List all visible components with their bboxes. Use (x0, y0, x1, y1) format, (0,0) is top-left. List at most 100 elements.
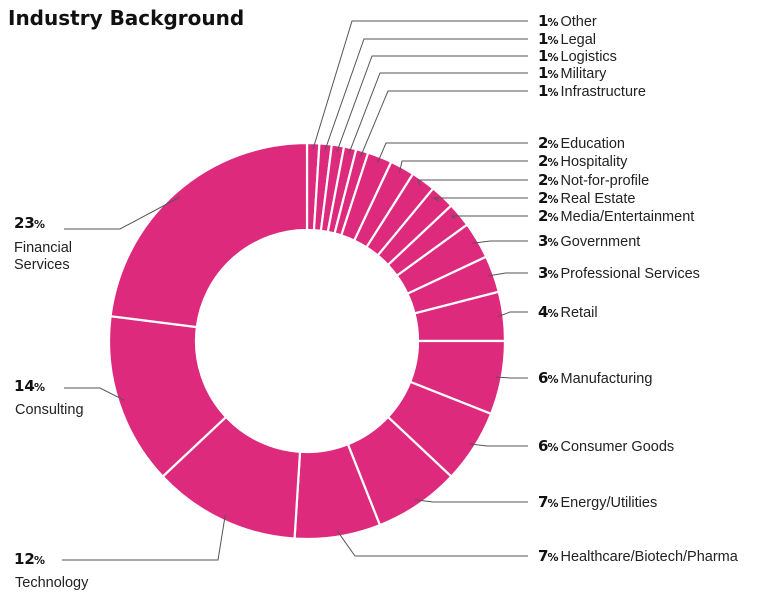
slice-label: Not-for-profile (561, 173, 650, 189)
label-energy-utilities: 7% Energy/Utilities (538, 493, 657, 511)
slice-value: 1 (538, 12, 548, 30)
slice-label: Healthcare/Biotech/Pharma (561, 549, 739, 565)
slice-value: 1 (538, 30, 548, 48)
slice-label: Energy/Utilities (561, 495, 658, 511)
slice-value: 12 (14, 550, 35, 568)
slice-value: 6 (538, 437, 548, 455)
label-media-entertainment: 2% Media/Entertainment (538, 207, 694, 225)
label-professional-services: 3% Professional Services (538, 264, 700, 282)
label-healthcare-biotech-pharma: 7% Healthcare/Biotech/Pharma (538, 547, 739, 565)
slice-label: Media/Entertainment (561, 209, 695, 225)
slice-value: 14 (14, 377, 35, 395)
slice-label: Real Estate (561, 191, 636, 207)
label-consumer-goods: 6% Consumer Goods (538, 437, 674, 455)
percent-sign: % (548, 68, 559, 81)
slice-financial-services (109, 141, 309, 329)
slice-label: Financial Services (14, 240, 72, 273)
label-government: 3% Government (538, 232, 640, 250)
label-real-estate: 2% Real Estate (538, 189, 635, 207)
leader-financial-services (64, 196, 181, 230)
leader-manufacturing (495, 376, 528, 379)
slice-label: Technology (15, 575, 89, 591)
slice-label: Retail (561, 305, 598, 321)
leader-technology (62, 514, 226, 561)
slice-value: 4 (538, 303, 548, 321)
slice-label: Hospitality (561, 154, 629, 170)
percent-sign: % (548, 51, 559, 64)
percent-sign: % (548, 16, 559, 29)
percent-sign: % (548, 138, 559, 151)
donut-slices (107, 141, 507, 541)
label-consulting: 14 % Consulting (14, 377, 84, 418)
slice-value: 2 (538, 152, 548, 170)
percent-sign: % (548, 551, 559, 564)
label-education: 2% Education (538, 134, 625, 152)
label-technology: 12 % Technology (14, 550, 89, 591)
leader-professional-services (487, 272, 528, 277)
label-hospitality: 2% Hospitality (538, 152, 628, 170)
leader-real-estate (432, 197, 528, 202)
leader-military (348, 72, 528, 154)
label-manufacturing: 6% Manufacturing (538, 369, 652, 387)
slice-label: Military (561, 66, 608, 82)
slice-label: Consulting (15, 402, 84, 418)
slice-label: Education (561, 136, 626, 152)
slice-value: 2 (538, 189, 548, 207)
leader-retail (497, 311, 528, 318)
slice-value: 1 (538, 64, 548, 82)
percent-sign: % (34, 381, 45, 394)
slice-value: 3 (538, 264, 548, 282)
slice-label: Consumer Goods (561, 439, 675, 455)
percent-sign: % (548, 373, 559, 386)
slice-value: 2 (538, 171, 548, 189)
slice-label: Legal (561, 32, 596, 48)
label-retail: 4% Retail (538, 303, 598, 321)
leader-not-for-profile (417, 179, 528, 186)
slice-label: Other (561, 14, 597, 30)
percent-sign: % (34, 554, 45, 567)
leader-lines (62, 20, 528, 561)
percent-sign: % (34, 218, 45, 231)
label-other: 1% Other (538, 12, 597, 30)
slice-label: Professional Services (561, 266, 700, 282)
percent-sign: % (548, 193, 559, 206)
leader-consumer-goods (469, 443, 528, 447)
chart-title: Industry Background (8, 6, 244, 30)
leader-healthcare-biotech-pharma (336, 530, 528, 557)
percent-sign: % (548, 34, 559, 47)
leader-education (377, 142, 528, 163)
percent-sign: % (548, 211, 559, 224)
slice-value: 1 (538, 82, 548, 100)
leader-logistics (336, 55, 528, 152)
leader-hospitality (399, 160, 528, 173)
leader-consulting (64, 387, 125, 401)
percent-sign: % (548, 236, 559, 249)
label-not-for-profile: 2% Not-for-profile (538, 171, 649, 189)
leader-infrastructure (360, 90, 528, 157)
slice-value: 7 (538, 493, 548, 511)
slice-value: 2 (538, 207, 548, 225)
slice-value: 3 (538, 232, 548, 250)
slice-label: Infrastructure (561, 84, 646, 100)
slice-value: 7 (538, 547, 548, 565)
slice-label: Logistics (561, 49, 617, 65)
label-infrastructure: 1% Infrastructure (538, 82, 646, 100)
label-logistics: 1% Logistics (538, 47, 617, 65)
slice-value: 6 (538, 369, 548, 387)
percent-sign: % (548, 86, 559, 99)
slice-value: 1 (538, 47, 548, 65)
slice-label: Government (561, 234, 641, 250)
label-military: 1% Military (538, 64, 607, 82)
percent-sign: % (548, 268, 559, 281)
slice-value: 23 (14, 214, 35, 232)
percent-sign: % (548, 307, 559, 320)
percent-sign: % (548, 175, 559, 188)
percent-sign: % (548, 497, 559, 510)
percent-sign: % (548, 156, 559, 169)
slice-label: Manufacturing (561, 371, 653, 387)
leader-energy-utilities (414, 499, 528, 503)
label-legal: 1% Legal (538, 30, 596, 48)
leader-government (472, 240, 528, 244)
